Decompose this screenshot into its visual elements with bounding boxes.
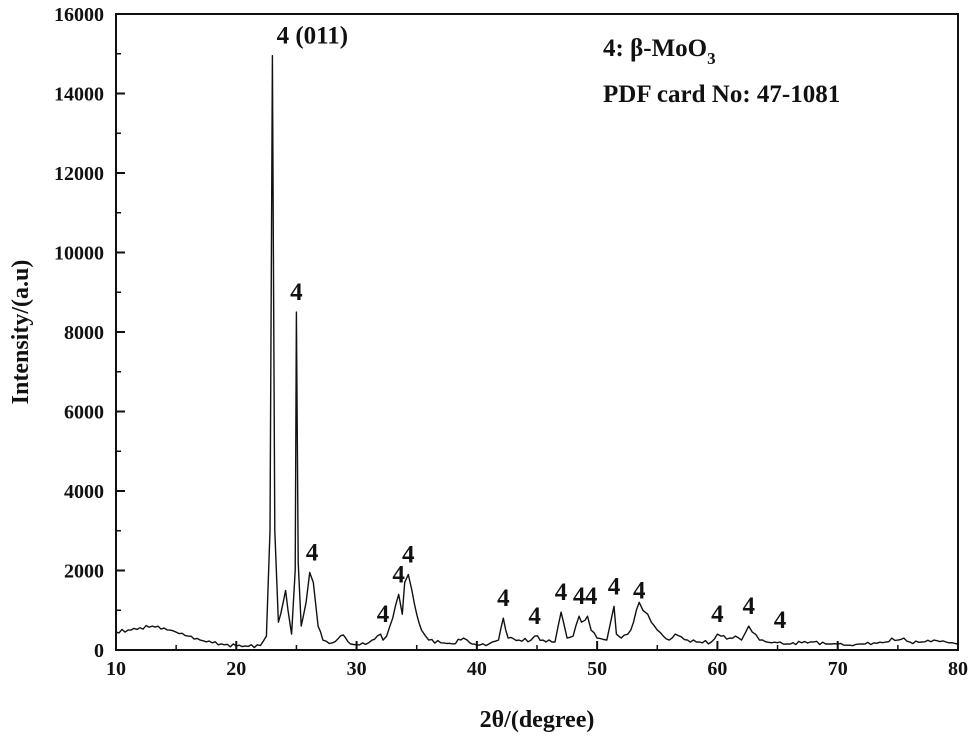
- peak-label-1: 4: [290, 279, 303, 306]
- x-tick-label-70: 70: [828, 658, 848, 680]
- x-tick-label-30: 30: [347, 658, 367, 680]
- x-axis: 10 20 30 40 50 60 70 80: [106, 641, 968, 680]
- y-tick-label-4000: 4000: [64, 481, 104, 503]
- y-tick-label-8000: 8000: [64, 322, 104, 344]
- peak-label-2: 4: [306, 539, 319, 566]
- series-line: [115, 55, 959, 649]
- peak-label-11: 4: [608, 573, 621, 600]
- peak-label-6: 4: [497, 585, 510, 612]
- peak-label-9: 4: [573, 583, 586, 610]
- peak-label-14: 4: [742, 593, 755, 620]
- peak-label-10: 4: [585, 583, 598, 610]
- y-tick-label-16000: 16000: [54, 4, 104, 26]
- y-tick-label-14000: 14000: [54, 84, 104, 106]
- x-tick-label-50: 50: [587, 658, 607, 680]
- peak-label-8: 4: [555, 579, 568, 606]
- y-tick-label-12000: 12000: [54, 163, 104, 185]
- y-tick-label-2000: 2000: [64, 561, 104, 583]
- legend-phase-subscript: 3: [707, 49, 716, 68]
- peak-label-4: 4: [392, 561, 405, 588]
- peak-label-7: 4: [528, 603, 541, 630]
- y-tick-label-6000: 6000: [64, 402, 104, 424]
- x-tick-label-80: 80: [948, 658, 968, 680]
- peak-label-5: 4: [402, 541, 415, 568]
- legend: 4: β-MoO3 PDF card No: 47-1081: [603, 35, 840, 108]
- legend-phase-label: 4: β-MoO3: [603, 35, 716, 68]
- x-tick-label-20: 20: [226, 658, 246, 680]
- y-tick-label-0: 0: [94, 640, 104, 662]
- x-tick-label-40: 40: [467, 658, 487, 680]
- peak-label-3: 4: [377, 601, 390, 628]
- x-tick-label-60: 60: [707, 658, 727, 680]
- peak-label-0: 4 (011): [277, 23, 349, 50]
- peak-label-12: 4: [633, 577, 646, 604]
- x-axis-title: 2θ/(degree): [480, 707, 595, 733]
- legend-phase-prefix: 4: β-MoO: [603, 35, 707, 62]
- peak-label-15: 4: [774, 607, 787, 634]
- y-tick-label-10000: 10000: [54, 243, 104, 265]
- x-tick-label-10: 10: [106, 658, 126, 680]
- legend-pdf-card: PDF card No: 47-1081: [603, 81, 840, 108]
- peak-label-13: 4: [711, 601, 724, 628]
- y-axis-title: Intensity/(a.u): [8, 260, 34, 405]
- plot-frame: [115, 13, 959, 651]
- y-axis: 0 2000 4000 6000 8000 10000 12000 14000 16000: [54, 4, 125, 662]
